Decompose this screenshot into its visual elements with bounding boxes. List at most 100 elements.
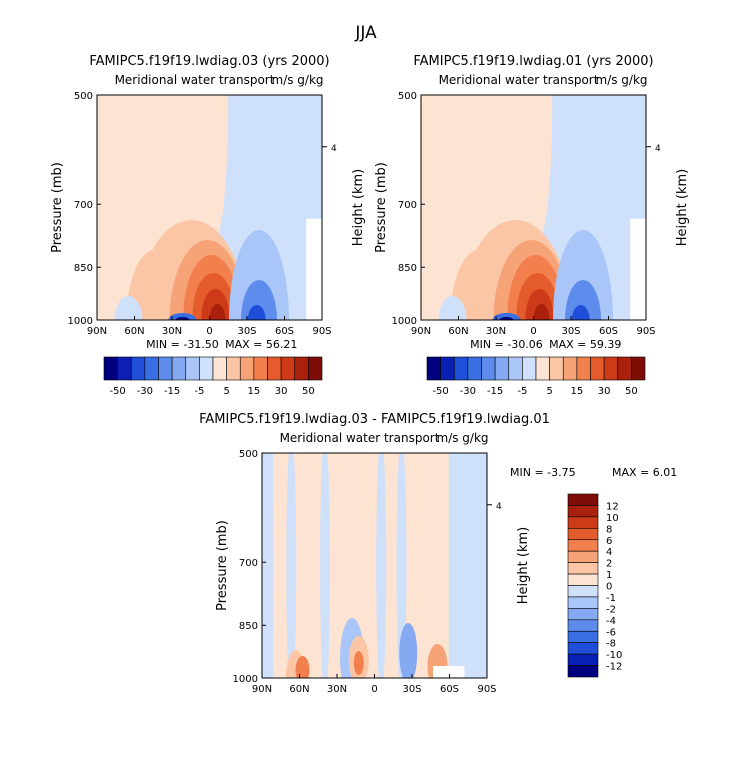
xtick-label: 90S	[477, 684, 496, 695]
field-neg-3	[571, 305, 590, 320]
colorbar-swatch	[212, 356, 227, 381]
colorbar-swatch	[567, 505, 599, 518]
panels: FAMIPC5.f19f19.lwdiag.03 (yrs 2000) Merid…	[50, 54, 690, 695]
xtick-label: 60S	[275, 326, 294, 337]
colorbar-label: 5	[223, 386, 229, 397]
colorbar-label: 1	[606, 570, 612, 581]
colorbar: -50 -30 -15 -5 5 15 30 50	[103, 356, 323, 397]
colorbar-label: 15	[571, 386, 584, 397]
y-axis-label: Pressure (mb)	[215, 520, 230, 611]
field-pos-6	[209, 304, 226, 320]
colorbar-swatch	[535, 356, 550, 381]
field-neg-2	[565, 280, 601, 320]
colorbar-swatch	[199, 356, 214, 381]
panel-units: m/s g/kg	[437, 431, 489, 445]
xtick-label: 90N	[252, 684, 272, 695]
colorbar-label: -8	[606, 639, 616, 650]
colorbar-label: -5	[517, 386, 527, 397]
height-tick-label: 4	[496, 502, 502, 512]
colorbar-swatch	[171, 356, 187, 381]
ytick-label: 850	[74, 263, 93, 274]
ytick-label: 1000	[68, 316, 93, 327]
ytick-label: 500	[398, 91, 417, 102]
colorbar-swatch	[103, 356, 118, 381]
xtick-label: 0	[530, 326, 536, 337]
xtick-label: 60S	[440, 684, 459, 695]
field-neg-5	[175, 317, 190, 320]
colorbar-swatch	[617, 356, 632, 381]
colorbar-swatch	[481, 356, 496, 381]
field-neg-2	[241, 280, 277, 320]
panel-subtitle: Meridional water transport	[439, 73, 599, 87]
field-neg-5	[499, 317, 514, 320]
ytick-label: 700	[74, 200, 93, 211]
xtick-label: 90S	[636, 326, 655, 337]
xtick-label: 0	[206, 326, 212, 337]
field-pos-b	[295, 656, 310, 678]
y-axis-label: Pressure (mb)	[374, 162, 389, 253]
colorbar-swatch	[567, 573, 599, 586]
colorbar-label: 4	[606, 547, 612, 558]
height-tick-label: 4	[331, 144, 337, 154]
colorbar-label: 10	[606, 513, 619, 524]
ytick-label: 700	[398, 200, 417, 211]
y-axis-label-right: Height (km)	[675, 169, 690, 246]
colorbar-swatch	[567, 630, 599, 643]
panel-2: FAMIPC5.f19f19.lwdiag.01 (yrs 2000) Merid…	[374, 54, 690, 397]
field-neg-1	[553, 230, 613, 320]
xtick-label: 30S	[561, 326, 580, 337]
colorbar-swatch	[631, 356, 646, 381]
colorbar-swatch	[567, 516, 599, 529]
colorbar-swatch	[567, 493, 599, 506]
colorbar-label: 6	[606, 536, 612, 547]
ytick-label: 700	[239, 558, 258, 569]
field-neg-6	[438, 296, 467, 320]
min-label: MIN = -31.50	[146, 338, 219, 351]
field-neg-streak-0	[286, 453, 297, 678]
colorbar-swatch	[426, 356, 441, 381]
field-neg-3	[247, 305, 266, 320]
colorbar-swatch	[576, 356, 591, 381]
colorbar-swatch	[440, 356, 455, 381]
colorbar-label: -15	[164, 386, 180, 397]
field-pos-tongue	[204, 95, 229, 235]
colorbar-swatch	[567, 653, 599, 666]
xtick-label: 60S	[599, 326, 618, 337]
field-pos-tongue	[528, 95, 553, 235]
colorbar-label: -12	[606, 662, 622, 673]
colorbar-label: -1	[606, 593, 616, 604]
field-pos-6	[533, 304, 550, 320]
colorbar-swatch	[567, 585, 599, 598]
colorbar-label: -30	[460, 386, 476, 397]
colorbar-swatch	[567, 528, 599, 541]
colorbar-label: 5	[546, 386, 552, 397]
colorbar-label: -5	[194, 386, 204, 397]
colorbar-label: 0	[606, 582, 612, 593]
field-neg-4	[492, 313, 521, 320]
xtick-label: 30N	[327, 684, 347, 695]
panel-units: m/s g/kg	[596, 73, 648, 87]
colorbar-label: 30	[598, 386, 611, 397]
field-missing	[306, 218, 322, 320]
colorbar: -50 -30 -15 -5 5 15 30 50	[426, 356, 646, 397]
colorbar-swatch	[308, 356, 323, 381]
colorbar-swatch	[508, 356, 523, 381]
colorbar-swatch	[590, 356, 605, 381]
colorbar-label: -10	[606, 650, 622, 661]
colorbar-swatch	[567, 596, 599, 609]
colorbar-swatch	[567, 619, 599, 632]
colorbar-label: 12	[606, 501, 619, 512]
colorbar-swatch	[185, 356, 200, 381]
colorbar-label: -6	[606, 627, 616, 638]
colorbar-label: 50	[625, 386, 638, 397]
xtick-label: 90S	[312, 326, 331, 337]
panel-subtitle: Meridional water transport	[280, 431, 440, 445]
xtick-label: 60N	[289, 684, 309, 695]
field-pos-d	[353, 651, 364, 675]
min-label: MIN = -30.06	[470, 338, 543, 351]
panel-3: FAMIPC5.f19f19.lwdiag.03 - FAMIPC5.f19f1…	[199, 412, 677, 695]
colorbar-swatch	[567, 608, 599, 621]
panel-title: FAMIPC5.f19f19.lwdiag.03 - FAMIPC5.f19f1…	[199, 412, 550, 427]
colorbar-swatch	[567, 539, 599, 552]
